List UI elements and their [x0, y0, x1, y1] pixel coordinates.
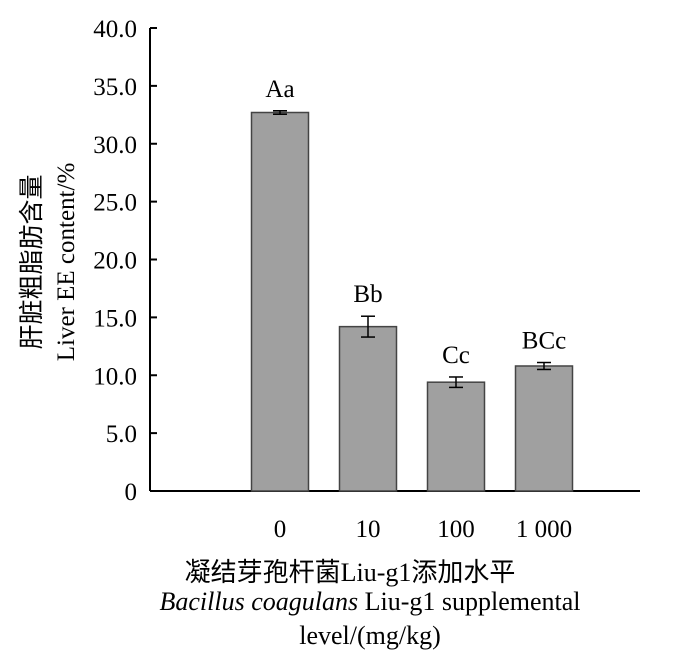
- y-tick-label: 40.0: [93, 16, 137, 43]
- x-axis: 0 10 100 1 000: [150, 490, 640, 543]
- error-bar: [449, 376, 463, 389]
- error-bar: [537, 361, 551, 371]
- y-tick-label: 35.0: [93, 74, 137, 101]
- y-tick-label: 5.0: [106, 421, 137, 448]
- error-bar: [273, 110, 287, 115]
- x-axis-title-en: Bacillus coagulans Liu-g1 supplemental: [0, 587, 700, 617]
- x-tick-label: 0: [274, 516, 287, 543]
- y-axis-title-cn: 肝脏粗脂肪含量: [18, 174, 46, 349]
- y-tick-label: 10.0: [93, 363, 137, 390]
- x-tick-label: 10: [356, 516, 381, 543]
- x-axis-title-en-line2: level/(mg/kg): [299, 621, 441, 650]
- y-axis-title: 肝脏粗脂肪含量 Liver EE content/%: [18, 163, 80, 362]
- bar-significance-label: Aa: [265, 76, 294, 103]
- y-tick-label: 25.0: [93, 190, 137, 217]
- x-tick-label: 100: [437, 516, 475, 543]
- y-tick-label: 20.0: [93, 248, 137, 275]
- bar: [338, 325, 398, 492]
- y-tick-label: 15.0: [93, 305, 137, 332]
- x-axis-title-en-rest: Liu-g1 supplemental: [358, 587, 581, 616]
- error-bar: [361, 315, 375, 338]
- y-tick-label: 30.0: [93, 132, 137, 159]
- bar-significance-label: BCc: [522, 328, 566, 355]
- x-axis-title-cn: 凝结芽孢杆菌Liu-g1添加水平: [184, 558, 516, 587]
- bar-significance-label: Cc: [442, 342, 470, 369]
- bar: [426, 381, 486, 492]
- y-axis: 0 5.0 10.0 15.0 20.0 25.0 30.0 35.0 40.0: [93, 16, 157, 506]
- bar: [514, 365, 574, 492]
- x-axis-title-species: Bacillus coagulans: [159, 587, 359, 616]
- y-axis-title-en: Liver EE content/%: [53, 163, 80, 362]
- x-tick-label: 1 000: [516, 516, 572, 543]
- bars: Aa Bb Cc BCc: [250, 76, 574, 492]
- bar: [250, 111, 310, 492]
- y-tick-label: 0: [125, 479, 138, 506]
- bar-significance-label: Bb: [353, 281, 382, 308]
